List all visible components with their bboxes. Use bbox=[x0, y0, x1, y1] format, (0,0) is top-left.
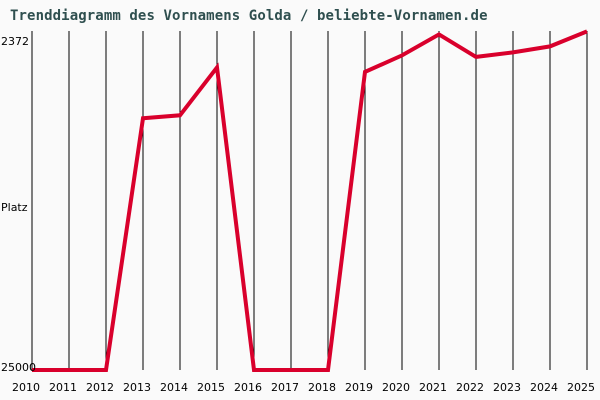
x-axis-label: 2017 bbox=[271, 381, 299, 394]
x-axis-label: 2023 bbox=[493, 381, 521, 394]
x-axis-label: 2016 bbox=[234, 381, 262, 394]
x-axis-label: 2024 bbox=[530, 381, 558, 394]
x-axis-label: 2010 bbox=[12, 381, 40, 394]
x-axis-label: 2025 bbox=[567, 381, 595, 394]
x-axis-label: 2014 bbox=[160, 381, 188, 394]
x-axis-label: 2011 bbox=[49, 381, 77, 394]
x-axis-label: 2012 bbox=[86, 381, 114, 394]
y-axis-title: Platz bbox=[1, 201, 28, 214]
x-axis-label: 2013 bbox=[123, 381, 151, 394]
x-axis-label: 2021 bbox=[419, 381, 447, 394]
x-axis-label: 2015 bbox=[197, 381, 225, 394]
x-axis-label: 2019 bbox=[345, 381, 373, 394]
chart-title: Trenddiagramm des Vornamens Golda / beli… bbox=[10, 8, 488, 24]
series-line bbox=[32, 29, 588, 372]
x-axis-label: 2022 bbox=[456, 381, 484, 394]
y-axis-bottom-label: 25000 bbox=[1, 361, 36, 374]
x-axis-label: 2018 bbox=[308, 381, 336, 394]
x-axis-label: 2020 bbox=[382, 381, 410, 394]
y-axis-top-label: 2372 bbox=[1, 35, 29, 48]
